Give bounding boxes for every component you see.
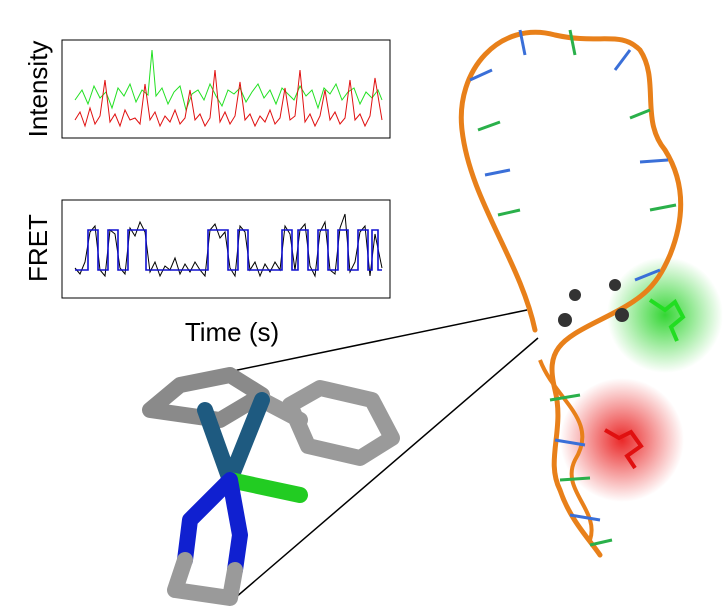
page: Intensity FRET Time (s) bbox=[0, 0, 723, 607]
acceptor-trace bbox=[75, 70, 382, 126]
x-axis-label: Time (s) bbox=[185, 317, 279, 347]
fret-panel: FRET Time (s) bbox=[23, 200, 390, 347]
y-axis-label: FRET bbox=[23, 214, 53, 282]
y-axis-label: Intensity bbox=[23, 41, 53, 138]
figure: Intensity FRET Time (s) bbox=[0, 0, 723, 607]
plot-frame bbox=[62, 200, 390, 298]
rna-structure bbox=[461, 30, 723, 555]
donor-trace bbox=[75, 50, 382, 110]
zoom-line bbox=[228, 338, 538, 604]
intensity-panel: Intensity bbox=[23, 40, 390, 138]
metal-complex bbox=[150, 375, 392, 598]
